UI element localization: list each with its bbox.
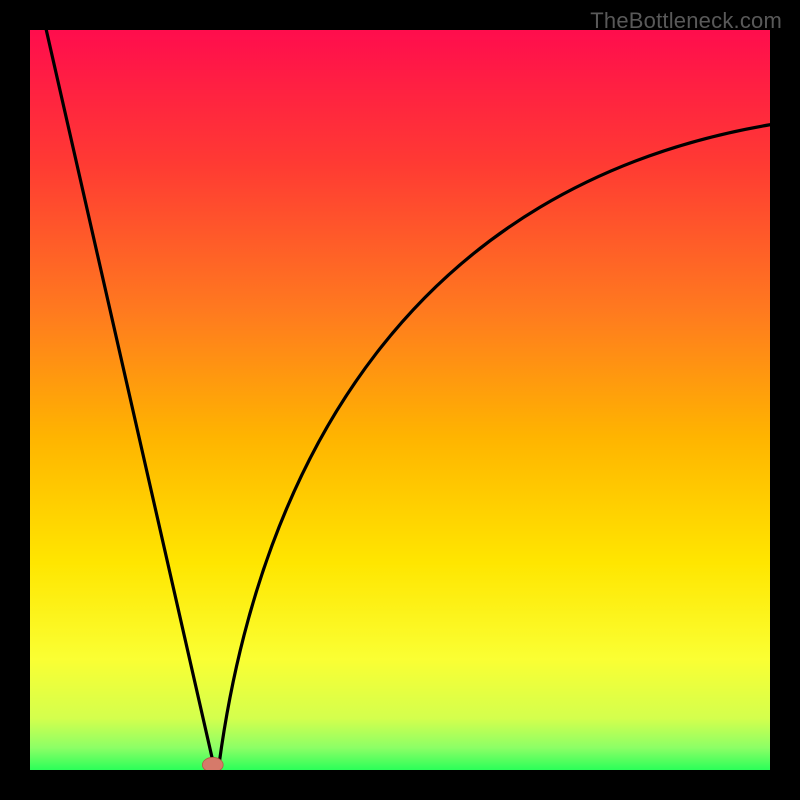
gradient-background xyxy=(30,30,770,770)
bottleneck-plot-svg xyxy=(30,30,770,770)
chart-frame: TheBottleneck.com xyxy=(0,0,800,800)
plot-area xyxy=(30,30,770,770)
minimum-marker xyxy=(202,757,223,770)
